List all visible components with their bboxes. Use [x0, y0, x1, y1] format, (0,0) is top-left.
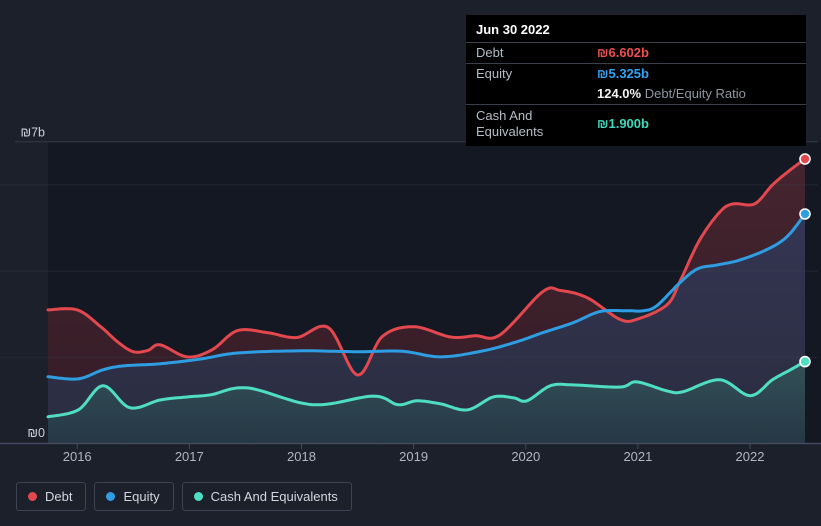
x-tick-label: 2019: [399, 449, 428, 464]
y-axis-label-top: ₪7b: [20, 126, 45, 140]
tooltip-equity-label: Equity: [476, 66, 513, 81]
debt-equity-history-svg[interactable]: 2016 2017 2018 2019 2020 2021 2022 ₪7b ₪0: [0, 0, 821, 470]
cash-line[interactable]: [46, 360, 807, 419]
tooltip-row-equity: Equity ₪5.325b: [466, 64, 806, 84]
cash-dot-icon: [193, 492, 203, 501]
tooltip-cash-label: Cash And Equivalents: [476, 108, 544, 139]
legend-item-equity[interactable]: Equity: [94, 482, 174, 511]
tooltip-row-ratio: 124.0% Debt/Equity Ratio: [466, 84, 806, 104]
x-tick-label: 2018: [287, 449, 316, 464]
tooltip-ratio-value: 124.0%: [597, 86, 642, 101]
debt-endpoint-marker[interactable]: [799, 153, 811, 165]
debt-line[interactable]: [46, 157, 807, 377]
cash-endpoint-marker[interactable]: [799, 355, 811, 368]
x-tick-label: 2022: [736, 449, 765, 464]
legend-item-debt[interactable]: Debt: [16, 482, 87, 511]
x-tick-label: 2021: [623, 449, 652, 464]
legend-label-equity: Equity: [123, 489, 160, 504]
tooltip-debt-label: Debt: [476, 45, 504, 60]
tooltip-ratio: 124.0% Debt/Equity Ratio: [597, 86, 746, 102]
legend-label-cash: Cash And Equivalents: [210, 489, 338, 504]
legend-item-cash[interactable]: Cash And Equivalents: [181, 482, 352, 511]
tooltip-cash-value: ₪1.900b: [597, 116, 649, 131]
tooltip-equity-value: ₪5.325b: [597, 66, 649, 81]
tooltip-ratio-label: Debt/Equity Ratio: [644, 86, 746, 101]
tooltip-debt-value: ₪6.602b: [597, 45, 649, 60]
y-axis-label-bottom: ₪0: [27, 426, 45, 440]
tooltip-row-cash: Cash And Equivalents ₪1.900b: [466, 105, 806, 146]
tooltip-divider: [466, 104, 806, 105]
debt-dot-icon: [28, 492, 37, 501]
x-tick-label: 2016: [63, 449, 92, 464]
equity-dot-icon: [106, 492, 116, 501]
chart-legend: Debt Equity Cash And Equivalents: [16, 482, 352, 511]
tooltip-row-debt: Debt ₪6.602b: [466, 43, 806, 63]
tooltip-divider: [466, 63, 806, 64]
equity-endpoint-marker[interactable]: [799, 208, 811, 220]
equity-line[interactable]: [46, 212, 807, 381]
tooltip-date: Jun 30 2022: [476, 22, 550, 37]
x-tick-label: 2020: [511, 449, 540, 464]
chart-tooltip: Jun 30 2022 Debt ₪6.602b Equity ₪5.325b …: [466, 15, 806, 146]
x-tick-label: 2017: [175, 449, 204, 464]
legend-label-debt: Debt: [45, 489, 73, 504]
tooltip-divider: [466, 42, 806, 43]
